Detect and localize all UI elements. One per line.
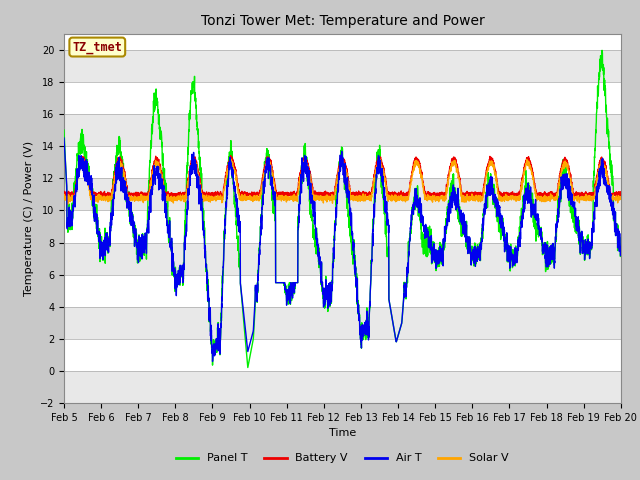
Bar [64,82,621,114]
Panel T [546,255,554,261]
Text: TZ_tmet: TZ_tmet [72,40,122,54]
Line: Air T: Air T [64,138,621,361]
Battery V [547,191,554,197]
Y-axis label: Temperature (C) / Power (V): Temperature (C) / Power (V) [24,141,35,296]
Line: Solar V: Solar V [64,159,621,204]
Bar [64,49,621,82]
Air T [157,171,164,177]
Line: Battery V: Battery V [64,156,621,198]
Solar V [64,202,72,207]
Solar V [298,166,306,172]
Bar [64,242,621,275]
Solar V [60,192,68,197]
Air T [274,280,282,286]
X-axis label: Time: Time [329,429,356,438]
Air T [606,198,614,204]
Solar V [157,170,164,176]
Battery V [227,153,235,158]
Battery V [274,193,282,199]
Panel T [60,127,68,133]
Panel T [124,195,131,201]
Bar [64,146,621,178]
Battery V [606,189,614,194]
Bar [64,275,621,307]
Panel T [606,151,614,157]
Bar [64,114,621,146]
Solar V [274,197,282,203]
Battery V [298,164,306,170]
Panel T [274,280,282,286]
Air T [124,197,131,203]
Solar V [617,195,625,201]
Panel T [598,48,606,53]
Panel T [157,127,164,133]
Bar [64,371,621,403]
Panel T [617,246,625,252]
Air T [617,244,625,250]
Bar [64,210,621,242]
Battery V [157,165,164,171]
Bar [64,178,621,210]
Air T [60,135,68,141]
Legend: Panel T, Battery V, Air T, Solar V: Panel T, Battery V, Air T, Solar V [172,449,513,468]
Solar V [227,156,235,162]
Air T [209,359,216,364]
Solar V [124,196,132,202]
Air T [546,254,554,260]
Battery V [124,190,131,196]
Battery V [60,189,68,195]
Panel T [298,181,306,187]
Air T [298,174,306,180]
Battery V [617,192,625,197]
Line: Panel T: Panel T [64,50,621,368]
Bar [64,339,621,371]
Solar V [547,195,554,201]
Panel T [244,365,252,371]
Title: Tonzi Tower Met: Temperature and Power: Tonzi Tower Met: Temperature and Power [200,14,484,28]
Solar V [606,193,614,199]
Battery V [435,195,442,201]
Bar [64,307,621,339]
